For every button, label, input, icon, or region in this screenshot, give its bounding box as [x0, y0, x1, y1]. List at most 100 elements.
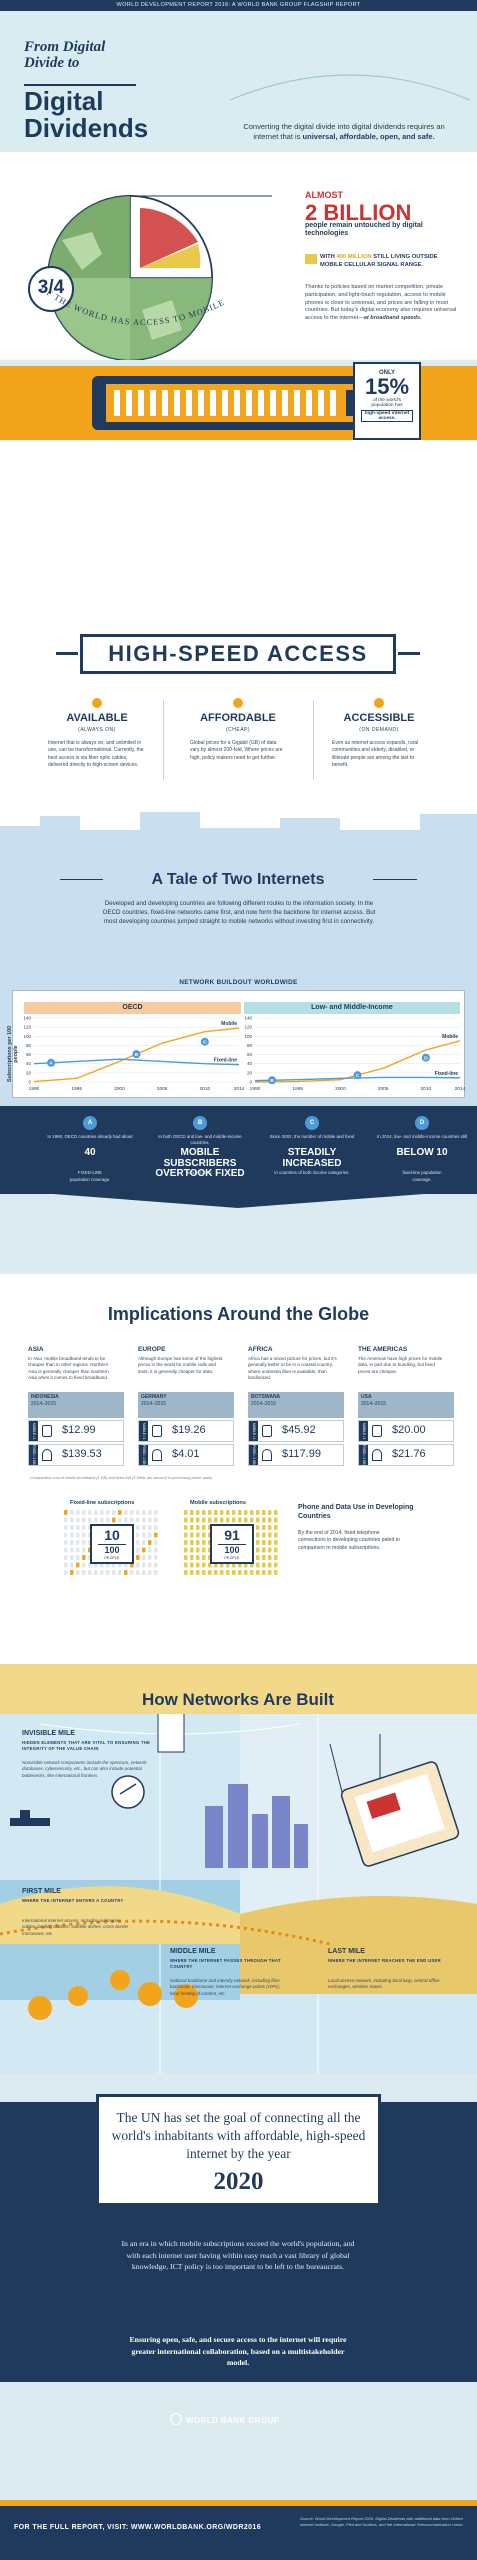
person-dot — [184, 1540, 188, 1545]
person-dot — [220, 1510, 224, 1515]
world-bank-group-logo: WORLD BANK GROUP — [186, 2416, 280, 2425]
person-dot — [154, 1540, 158, 1545]
only-line1: of the world's — [372, 398, 402, 403]
network-buildout-chart: 0 20 40 60 80 100 120 140 1990 1995 2000 2005 2010 20… — [23, 1016, 465, 1093]
person-dot — [154, 1517, 158, 1523]
person-dot — [130, 1510, 134, 1515]
high-speed-access-section — [0, 440, 477, 806]
phone-data-title: Phone and Data Use in Developing Countri… — [298, 1504, 414, 1520]
person-dot — [100, 1570, 104, 1575]
callout-caption-3: population coverage. — [69, 1177, 111, 1182]
full-report-link[interactable]: FOR THE FULL REPORT, VISIT: WWW.WORLDBAN… — [14, 2524, 262, 2531]
affordable-marker-icon — [233, 698, 243, 708]
person-dot — [184, 1517, 188, 1523]
person-dot — [94, 1517, 98, 1523]
x-tick-label: 2010 — [199, 1086, 210, 1092]
hsa-divider-2 — [313, 700, 314, 780]
person-dot — [148, 1570, 152, 1575]
person-dot — [154, 1570, 158, 1575]
person-dot — [70, 1547, 74, 1553]
chart-marker-label: B — [270, 1078, 274, 1084]
person-dot — [142, 1570, 146, 1575]
mobile-label-strip: MOBILE • 1 GB — [353, 1421, 368, 1441]
person-dot — [76, 1517, 80, 1523]
person-dot — [148, 1555, 152, 1560]
person-dot — [88, 1570, 92, 1575]
callout-caption-3: coverage. — [412, 1177, 432, 1182]
network-section-subtitle: WHERE THE INTERNET ENTERS A COUNTRY — [22, 1898, 124, 1903]
person-dot — [70, 1510, 74, 1515]
person-dot — [190, 1555, 194, 1560]
person-dot — [136, 1562, 140, 1568]
chart-marker-label: C — [356, 1073, 360, 1079]
mobile-label-strip: MOBILE • 1 GB — [243, 1421, 258, 1441]
person-dot — [142, 1555, 146, 1560]
person-dot — [154, 1555, 158, 1560]
chart-marker — [47, 1058, 56, 1067]
person-dot — [208, 1570, 212, 1575]
callout-caption: In 2014, low- and middle-income countrie… — [376, 1134, 468, 1139]
fixed-price-row — [248, 1444, 344, 1466]
network-section-body: Nonvisible network components include th… — [22, 1760, 147, 1778]
person-dot — [148, 1517, 152, 1523]
fixed-price-row — [28, 1444, 124, 1466]
footer — [0, 2506, 477, 2560]
person-dot — [214, 1510, 218, 1515]
person-dot — [256, 1570, 260, 1575]
person-dot — [274, 1570, 278, 1575]
x-tick-label: 1995 — [292, 1086, 303, 1092]
person-dot — [64, 1555, 68, 1560]
yellow-swatch — [305, 254, 317, 264]
person-dot — [202, 1570, 206, 1575]
mobile-price: $19.26 — [172, 1424, 206, 1436]
network-section-title: INVISIBLE MILE — [22, 1730, 75, 1737]
mobile-subs-denominator: 100 — [224, 1545, 240, 1556]
fixed-label-strip: FIXED • 1 GB — [29, 1445, 38, 1465]
four-hundred-million-text: WITH 400 MILLION STILL LIVING OUTSIDE MO… — [320, 254, 460, 269]
policy-paragraph: Thanks to policies based on market compe… — [305, 284, 465, 323]
era-paragraph: In an era in which mobile subscriptions … — [121, 2239, 355, 2272]
person-dot — [274, 1532, 278, 1538]
available-title: AVAILABLE — [66, 712, 128, 724]
mobile-price: $20.00 — [392, 1424, 426, 1436]
chart-marker — [421, 1053, 430, 1062]
mobile-label-strip: MOBILE • 1 GB — [23, 1421, 38, 1441]
person-dot — [214, 1570, 218, 1575]
person-dot — [136, 1510, 140, 1515]
person-dot — [118, 1510, 122, 1515]
accessible-title: ACCESSIBLE — [343, 712, 415, 724]
person-dot — [70, 1555, 74, 1560]
person-dot — [142, 1517, 146, 1523]
person-dot — [142, 1532, 146, 1538]
person-dot — [190, 1510, 194, 1515]
person-dot — [268, 1555, 272, 1560]
person-dot — [196, 1540, 200, 1545]
svg-text:OF THE WORLD HAS ACCESS TO MOB: OF THE WORLD HAS ACCESS TO MOBILE — [39, 283, 226, 327]
person-dot — [268, 1510, 272, 1515]
person-dot — [70, 1532, 74, 1538]
person-dot — [76, 1555, 80, 1560]
person-dot — [82, 1510, 86, 1515]
mobile-price-row — [248, 1420, 344, 1442]
person-dot — [232, 1517, 236, 1523]
person-dot — [64, 1525, 68, 1530]
fixed-label-strip: FIXED • 1 GB — [139, 1445, 148, 1465]
person-dot — [238, 1510, 242, 1515]
person-dot — [136, 1555, 140, 1560]
y-tick-label: 20 — [247, 1070, 253, 1075]
person-dot — [256, 1510, 260, 1515]
hero-title-line2: Dividends — [24, 112, 149, 143]
network-section-body: National backbone and intercity network,… — [170, 1978, 281, 1996]
x-tick-label: 2000 — [335, 1086, 346, 1092]
person-dot — [82, 1562, 86, 1568]
person-dot — [112, 1517, 116, 1523]
country-years: 2014–2015 — [31, 1401, 57, 1407]
only-label: ONLY — [378, 370, 396, 376]
callout-highlight: STEADILY INCREASED — [282, 1147, 342, 1169]
series-line-mobile — [33, 1027, 240, 1083]
person-dot — [154, 1510, 158, 1515]
wifi-icon — [372, 1449, 382, 1461]
country-years: 2014–2015 — [361, 1401, 387, 1407]
person-dot — [64, 1532, 68, 1538]
mobile-subs-people: PEOPLE — [224, 1556, 240, 1561]
